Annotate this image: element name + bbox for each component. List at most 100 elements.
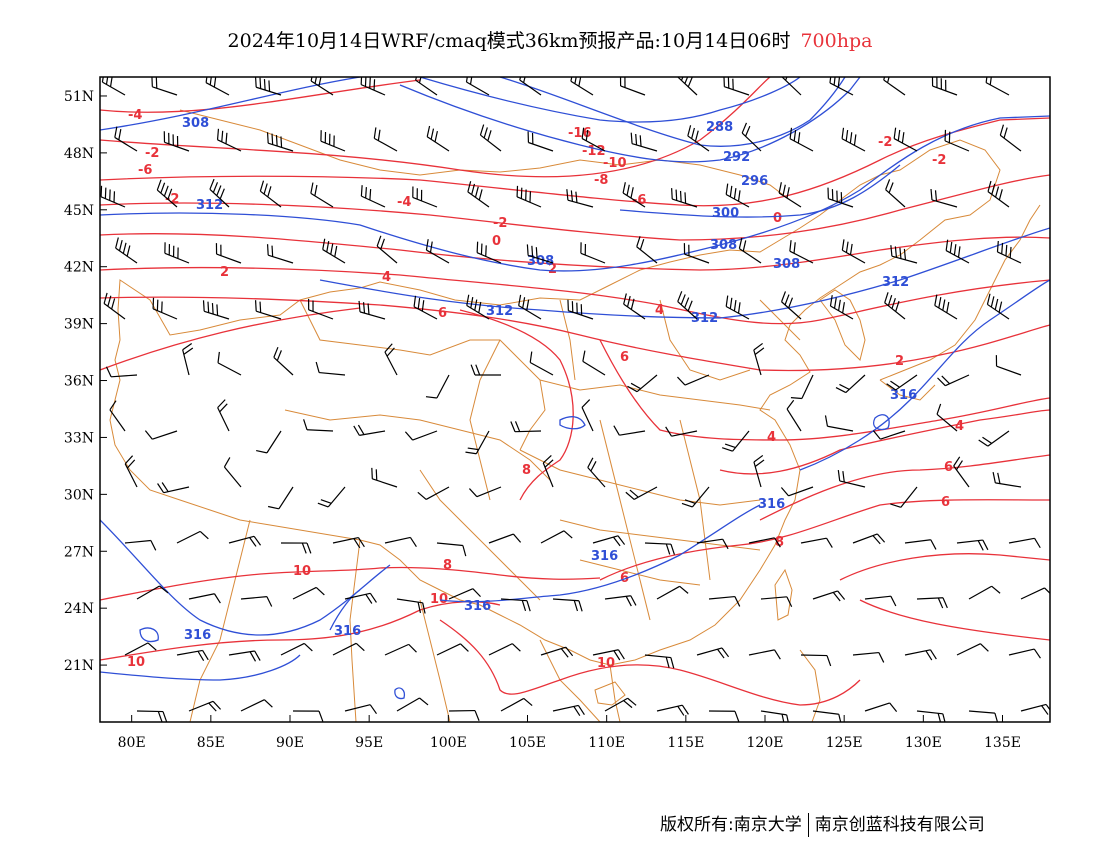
temp-label: -2 — [878, 135, 892, 150]
wind-barb — [526, 244, 554, 264]
wind-barb — [837, 469, 866, 488]
height-label: 300 — [712, 206, 739, 221]
wind-barb — [992, 471, 1022, 488]
wind-barb — [500, 697, 533, 712]
wind-barb — [580, 242, 606, 264]
wind-barb — [344, 704, 377, 715]
temp-label: 10 — [293, 564, 311, 579]
wind-barb — [182, 343, 194, 376]
wind-barb — [267, 486, 294, 510]
wind-barb — [467, 181, 490, 208]
wind-barb — [904, 539, 937, 550]
height-label: 296 — [741, 174, 768, 189]
lon-tick-label: 115E — [667, 735, 704, 751]
wind-barb — [677, 374, 710, 386]
wind-barb — [358, 300, 386, 320]
wind-barb — [630, 132, 658, 152]
title-main: 2024年10月14日WRF/cmaq模式36km预报产品:10月14日06时 — [227, 30, 791, 52]
wind-barb — [488, 643, 521, 656]
wind-barb — [812, 710, 842, 722]
wind-barb — [136, 710, 168, 722]
wind-barb — [780, 486, 814, 497]
wind-barb — [687, 125, 710, 152]
wind-barb — [124, 642, 157, 656]
wind-barb — [789, 240, 814, 264]
wind-barb — [841, 239, 866, 264]
height-label: 312 — [486, 304, 513, 319]
wind-barb — [476, 241, 502, 264]
wind-barb — [105, 366, 138, 378]
wind-barb — [944, 129, 970, 152]
wind-barb — [315, 361, 346, 376]
wind-barb — [890, 245, 918, 264]
wind-barb — [164, 242, 190, 264]
temp-label: -6 — [632, 193, 646, 208]
wind-barb — [800, 537, 833, 548]
wind-barb — [124, 455, 138, 488]
wind-barb — [587, 457, 606, 488]
map-frame — [99, 76, 1051, 723]
wind-barb — [527, 131, 554, 152]
temp-label: 6 — [620, 350, 629, 365]
wind-barb — [344, 592, 377, 604]
lat-tick-label: 21N — [64, 658, 94, 674]
lon-tick-label: 100E — [430, 735, 467, 751]
wind-barb — [753, 342, 765, 376]
wind-barb — [936, 403, 958, 432]
wind-barb — [425, 239, 450, 264]
wind-barb — [790, 374, 814, 400]
height-label: 316 — [591, 549, 618, 564]
temp-label: -2 — [165, 192, 179, 207]
lon-tick-label: 110E — [588, 735, 625, 751]
wind-barb — [622, 182, 646, 208]
wind-barb — [864, 595, 897, 607]
wind-barb — [273, 346, 294, 376]
wind-barb — [644, 654, 675, 669]
wind-barb — [625, 486, 658, 500]
temp-label: 4 — [382, 270, 391, 285]
wind-barb — [266, 132, 294, 152]
lat-tick-label: 48N — [64, 146, 94, 162]
wind-barb — [479, 124, 502, 152]
lat-tick-label: 36N — [64, 374, 94, 390]
wind-barb — [738, 237, 762, 264]
wind-barb — [1020, 587, 1050, 600]
wind-barb — [786, 399, 802, 432]
wind-barb — [778, 182, 802, 208]
temp-label: -8 — [594, 173, 608, 188]
wind-barb — [741, 122, 762, 152]
wind-barb — [156, 179, 178, 208]
temp-label: -16 — [568, 126, 592, 141]
wind-barb — [266, 244, 294, 264]
wind-barb — [217, 399, 230, 432]
wind-barb — [748, 649, 781, 660]
wind-barb — [656, 704, 689, 716]
wind-barb — [308, 298, 334, 320]
latitude-axis: 51N 48N 45N 42N 39N 36N 33N 30N 27N 24N 21N — [64, 89, 107, 674]
wind-barb — [470, 364, 502, 376]
temp-label: -2 — [145, 146, 159, 161]
wind-barb — [827, 187, 854, 208]
wind-barb — [677, 291, 698, 320]
height-label: 316 — [890, 388, 917, 403]
wind-barb — [677, 77, 698, 96]
temp-label: -4 — [397, 195, 411, 210]
footer-owner: 版权所有:南京大学 — [660, 815, 802, 835]
temp-label: 10 — [597, 656, 615, 671]
wind-barb — [582, 350, 606, 376]
temp-label: 2 — [548, 262, 557, 277]
wind-barb — [683, 243, 710, 264]
wind-barb — [1008, 537, 1041, 549]
wind-barb — [953, 456, 970, 488]
temp-label: 10 — [430, 592, 448, 607]
wind-barb — [890, 486, 918, 508]
wind-barb — [996, 240, 1022, 264]
temp-label: 2 — [220, 265, 229, 280]
temp-label: 6 — [941, 495, 950, 510]
lon-tick-label: 95E — [355, 735, 383, 751]
wind-barb — [656, 585, 689, 600]
wind-barb — [542, 454, 554, 488]
lat-tick-label: 30N — [64, 487, 94, 503]
wind-barb — [916, 710, 946, 722]
lat-tick-label: 24N — [64, 601, 94, 617]
